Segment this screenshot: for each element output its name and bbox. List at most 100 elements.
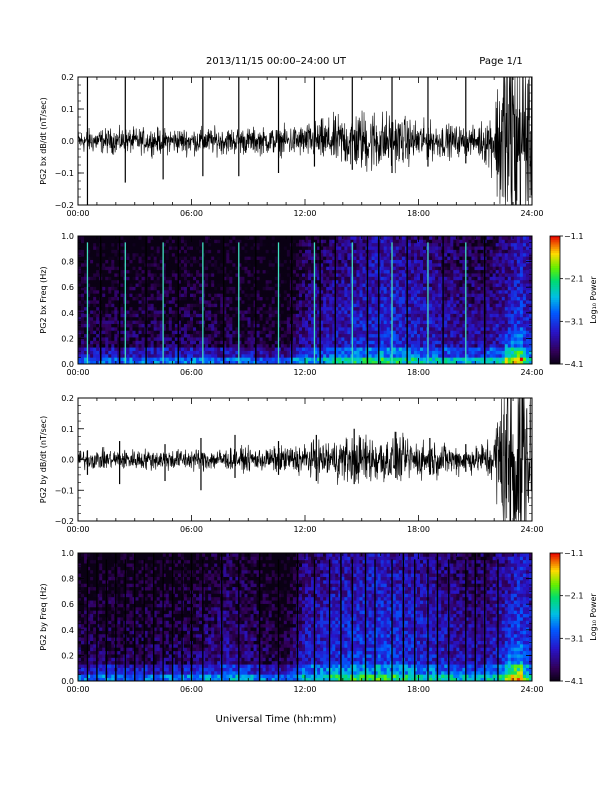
heatmap-cell (283, 239, 288, 244)
heatmap-cell (235, 303, 239, 308)
heatmap-cell (423, 303, 427, 308)
heatmap-cell (156, 360, 161, 365)
heatmap-cell (81, 273, 85, 277)
heatmap-cell (459, 340, 463, 345)
heatmap-cell (114, 249, 118, 254)
heatmap-cell (235, 330, 239, 335)
heatmap-cell (368, 300, 372, 304)
heatmap-cell (90, 343, 94, 348)
heatmap-cell (247, 289, 251, 294)
heatmap-cell (132, 266, 136, 271)
heatmap-cell (153, 306, 158, 311)
heatmap-cell (259, 289, 264, 294)
heatmap-cell (262, 239, 267, 244)
heatmap-cell (392, 262, 397, 267)
heatmap-cell (395, 262, 400, 267)
heatmap-cell (371, 310, 376, 314)
heatmap-cell (268, 357, 273, 362)
heatmap-cell (271, 360, 276, 365)
heatmap-cell (323, 276, 327, 281)
heatmap-cell (93, 310, 97, 314)
heatmap-cell (171, 330, 176, 335)
heatmap-cell (338, 303, 342, 308)
heatmap-cell (329, 269, 333, 274)
heatmap-cell (335, 239, 339, 244)
heatmap-cell (277, 293, 282, 298)
heatmap-cell (335, 353, 339, 358)
heatmap-cell (84, 350, 88, 355)
heatmap-cell (247, 313, 251, 318)
heatmap-cell (271, 276, 276, 281)
heatmap-cell (283, 293, 288, 298)
heatmap-cell (305, 360, 309, 365)
heatmap-cell (283, 347, 288, 351)
heatmap-cell (401, 303, 406, 308)
heatmap-cell (147, 269, 152, 274)
heatmap-cell (450, 269, 454, 274)
heatmap-cell (165, 259, 170, 264)
heatmap-cell (81, 316, 85, 321)
heatmap-cell (407, 252, 412, 257)
heatmap-cell (311, 360, 315, 365)
heatmap-cell (84, 337, 88, 341)
heatmap-cell (456, 303, 460, 308)
heatmap-cell (199, 320, 203, 324)
heatmap-cell (174, 347, 179, 351)
heatmap-cell (150, 333, 155, 338)
heatmap-cell (395, 259, 400, 264)
heatmap-cell (435, 337, 439, 341)
heatmap-cell (274, 343, 279, 348)
heatmap-cell (398, 320, 403, 324)
heatmap-cell (159, 306, 164, 311)
heatmap-cell (265, 252, 270, 257)
heatmap-cell (84, 269, 88, 274)
heatmap-cell (241, 239, 245, 244)
heatmap-cell (456, 330, 460, 335)
heatmap-cell (220, 259, 224, 264)
heatmap-cell (159, 296, 164, 301)
heatmap-cell (329, 300, 333, 304)
heatmap-cell (447, 350, 451, 355)
heatmap-cell (308, 360, 312, 365)
heatmap-cell (432, 333, 436, 338)
heatmap-cell (199, 289, 203, 294)
heatmap-cell (156, 316, 161, 321)
heatmap-cell (447, 269, 451, 274)
heatmap-cell (268, 303, 273, 308)
heatmap-cell (108, 330, 112, 335)
heatmap-cell (226, 276, 230, 281)
heatmap-cell (262, 236, 267, 240)
heatmap-cell (323, 283, 327, 287)
heatmap-cell (283, 326, 288, 331)
heatmap-cell (111, 330, 115, 335)
heatmap-cell (283, 300, 288, 304)
y-tick-label: 0.2 (61, 73, 74, 82)
heatmap-cell (259, 360, 264, 365)
heatmap-cell (165, 357, 170, 362)
heatmap-cell (317, 293, 321, 298)
heatmap-cell (459, 337, 463, 341)
heatmap-cell (138, 283, 142, 287)
heatmap-cell (189, 283, 194, 287)
heatmap-cell (199, 350, 203, 355)
heatmap-cell (335, 330, 339, 335)
heatmap-cell (338, 347, 342, 351)
heatmap-cell (180, 347, 185, 351)
heatmap-cell (102, 303, 106, 308)
heatmap-cell (156, 300, 161, 304)
heatmap-cell (398, 266, 403, 271)
heatmap-cell (413, 323, 418, 328)
heatmap-cell (81, 283, 85, 287)
heatmap-cell (87, 296, 91, 301)
heatmap-cell (93, 262, 97, 267)
heatmap-cell (407, 330, 412, 335)
heatmap-cell (78, 316, 82, 321)
heatmap-cell (456, 286, 460, 291)
heatmap-cell (423, 306, 427, 311)
heatmap-cell (453, 310, 457, 314)
heatmap-cell (444, 343, 448, 348)
heatmap-cell (229, 326, 233, 331)
heatmap-cell (271, 239, 276, 244)
heatmap-cell (87, 279, 91, 284)
